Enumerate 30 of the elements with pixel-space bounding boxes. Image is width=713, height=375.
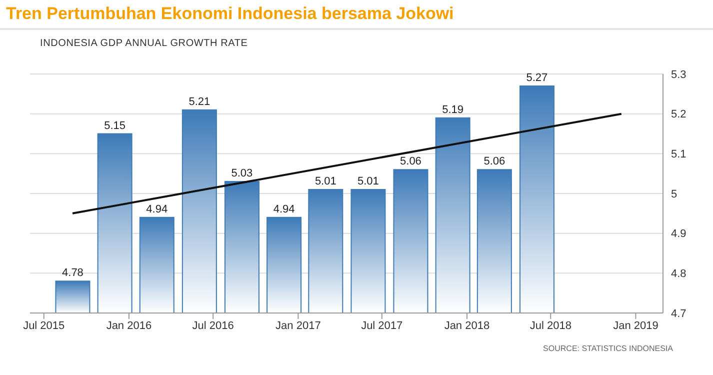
y-tick-label: 5: [671, 188, 678, 200]
x-tick-label: Jan 2017: [276, 320, 321, 332]
data-label: 4.94: [273, 203, 295, 216]
y-tick-label: 4.7: [671, 308, 686, 320]
data-label: 5.03: [231, 168, 253, 180]
x-tick-label: Jan 2019: [613, 320, 658, 332]
x-tick-label: Jul 2018: [530, 320, 572, 332]
x-tick-label: Jul 2017: [361, 320, 403, 332]
y-tick-label: 5.2: [671, 108, 686, 121]
data-label: 5.27: [526, 72, 548, 84]
data-label: 5.21: [188, 96, 210, 108]
x-tick-label: Jan 2018: [444, 320, 490, 332]
data-label: 5.06: [484, 156, 506, 168]
x-tick-label: Jul 2016: [192, 320, 234, 332]
data-label: 5.19: [442, 104, 464, 116]
y-tick-label: 4.9: [671, 228, 686, 240]
x-tick-label: Jul 2015: [23, 320, 65, 332]
chart-title: Tren Pertumbuhan Ekonomi Indonesia bersama Jokowi: [0, 0, 713, 30]
data-label: 5.15: [104, 120, 126, 132]
data-label: 4.78: [62, 267, 84, 280]
data-label: 5.01: [314, 176, 336, 188]
data-label: 4.94: [146, 203, 168, 216]
chart-subtitle: INDONESIA GDP ANNUAL GROWTH RATE: [40, 38, 248, 49]
y-tick-label: 5.3: [671, 68, 686, 81]
data-label: 5.01: [357, 176, 379, 188]
source-note: SOURCE: STATISTICS INDONESIA: [543, 344, 673, 353]
y-tick-label: 5.1: [671, 148, 686, 161]
x-tick-label: Jan 2016: [106, 320, 152, 332]
y-tick-label: 4.8: [671, 268, 686, 280]
data-label: 5.06: [400, 156, 422, 168]
